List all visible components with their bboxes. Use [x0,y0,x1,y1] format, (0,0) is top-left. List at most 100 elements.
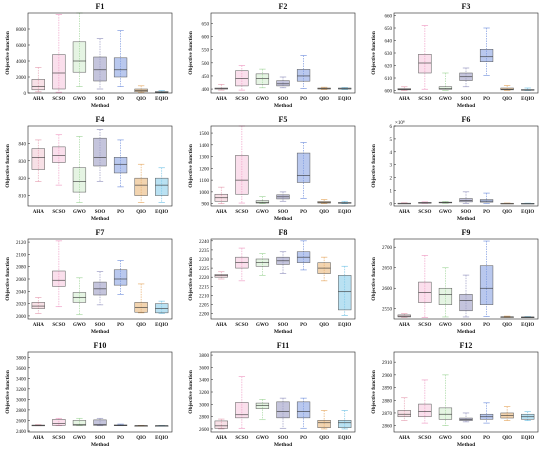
x-tick-label: EQIO [521,97,534,102]
y-tick-label: 1300 [199,156,210,161]
box-iqr [93,56,107,82]
x-tick-label: AHA [33,210,45,215]
x-tick-label: AHA [33,323,45,328]
box-iqr [52,270,66,287]
x-tick-label: GWO [439,210,452,215]
y-tick-label: 5 [390,138,393,143]
box-gwo [255,399,270,421]
box-iqr [397,410,411,418]
axes-frame [27,238,173,320]
box-scso [418,201,432,204]
x-tick-label: PO [300,323,307,328]
x-tick-label: SCSO [418,436,431,441]
box-iqr [52,146,66,163]
y-tick-label: 3000 [16,398,27,403]
x-tick-label: EQIO [155,436,168,441]
box-iqr [113,57,128,78]
y-tick-label: 3200 [16,388,27,393]
box-iqr [418,54,432,74]
box-iqr [276,80,290,87]
box-gwo [438,267,453,318]
y-tick-label: 3 [390,164,393,169]
box-eqio [338,87,352,90]
box-gwo [72,136,87,203]
panel-title: F12 [460,341,473,350]
y-tick-label: 840 [19,142,27,147]
box-eqio [521,87,535,91]
box-iqr [459,198,473,203]
x-tick-label: GWO [256,210,269,215]
box-soo [276,397,290,429]
x-tick-label: QIO [319,436,329,441]
box-iqr [113,157,128,174]
panel-title: F8 [279,228,288,237]
axes-frame [27,125,173,207]
y-tick-label: 2000 [16,315,27,320]
x-axis-label: Method [274,216,292,222]
y-tick-label: 2550 [382,308,393,313]
y-scale-note: ×10⁸ [395,120,405,126]
y-tick-label: 2235 [199,249,210,254]
box-iqr [235,155,249,195]
axes-frame [210,12,356,94]
y-tick-label: 2600 [199,428,210,433]
axes-frame [393,351,539,433]
box-soo [276,76,290,89]
box-iqr [276,401,290,419]
y-tick-label: 2200 [199,313,210,318]
y-tick-label: 2870 [382,412,393,417]
panel-title: F3 [462,2,471,11]
x-axis-label: Method [91,329,109,335]
y-tick-label: 0 [24,92,27,97]
box-gwo [72,12,87,87]
x-tick-label: SOO [278,323,289,328]
panel-f12: F12 2860 2870 2880 2890 2900 2910 Objective fun… [371,341,539,448]
x-tick-label: EQIO [338,323,351,328]
box-po [113,30,128,87]
y-axis-label: Objective function [188,370,194,414]
x-tick-label: AHA [216,97,228,102]
box-iqr [438,86,453,90]
y-tick-label: 6000 [16,44,27,49]
box-iqr [296,401,311,419]
x-tick-label: QIO [319,97,329,102]
x-tick-label: PO [117,436,124,441]
x-tick-label: PO [117,97,124,102]
box-gwo [255,196,270,204]
x-tick-label: EQIO [338,210,351,215]
y-tick-label: 2220 [199,276,210,281]
x-tick-label: SCSO [235,97,248,102]
box-iqr [134,177,148,196]
box-iqr [72,41,87,73]
x-tick-label: EQIO [521,323,534,328]
x-axis-label: Method [91,216,109,222]
x-axis-label: Method [91,103,109,109]
box-iqr [93,281,107,296]
y-axis-label: Objective function [5,370,11,414]
box-iqr [459,294,473,312]
x-tick-label: GWO [256,97,269,102]
y-tick-label: 3400 [16,377,27,382]
x-tick-label: AHA [399,97,411,102]
y-tick-label: 1500 [199,132,210,137]
panel-title: F9 [462,228,471,237]
x-tick-label: SOO [95,210,106,215]
x-tick-label: QIO [502,97,512,102]
box-qio [500,406,514,421]
panel-f5: F5 900 1000 1100 1200 1300 1400 1500 Objective f… [188,115,356,222]
x-tick-label: SOO [95,436,106,441]
y-axis-label: Objective function [5,144,11,188]
y-tick-label: 2800 [199,416,210,421]
x-tick-label: AHA [399,210,411,215]
y-axis-label: Objective function [5,257,11,301]
axes-frame [393,238,539,320]
y-tick-label: 1100 [199,179,209,184]
y-tick-label: 2400 [16,430,27,435]
y-tick-label: 630 [385,52,393,57]
y-tick-label: 2040 [16,290,27,295]
panel-f9: F9 2550 2600 2650 2700 Objective function AHA S… [371,228,539,335]
box-eqio [521,411,535,421]
panel-f8: F8 2200 2205 2210 2215 2220 2225 2230 2235 2240 Ob… [188,228,356,335]
box-soo [459,274,473,318]
x-tick-label: PO [300,97,307,102]
